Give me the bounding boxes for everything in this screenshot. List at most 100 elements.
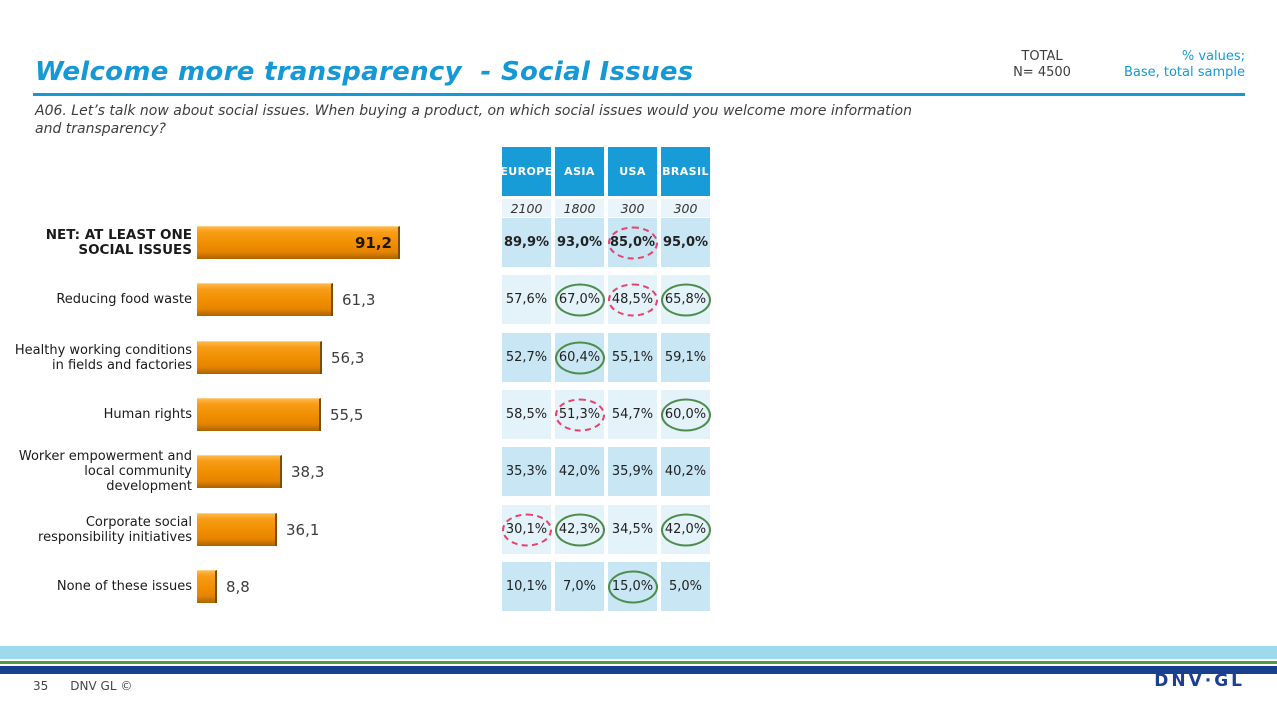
table-cell: 60,4% [554, 333, 605, 382]
bar [197, 341, 322, 374]
table-cell: 42,0% [555, 447, 604, 496]
table-cell-value: 52,7% [505, 350, 548, 365]
table-cell-value: 58,5% [505, 407, 548, 422]
bar-value: 8,8 [226, 577, 250, 596]
table-cell: 35,9% [608, 447, 657, 496]
table-cell-value: 60,4% [558, 350, 601, 365]
table-base-size: 300 [661, 199, 710, 217]
table-base-size: 2100 [502, 199, 551, 217]
page-title: Welcome more transparency - Social Issue… [35, 57, 694, 87]
table-cell-value: 65,8% [664, 292, 707, 307]
table-cell-value: 85,0% [609, 235, 656, 250]
bar: 91,2 [197, 226, 400, 259]
chart-table-row: Reducing food waste 61,3 57,6% 67,0% 48,5% 65… [0, 275, 1277, 324]
bar [197, 398, 321, 431]
table-column-header: USA [608, 147, 657, 196]
table-cell: 51,3% [554, 390, 605, 439]
table-cell: 34,5% [608, 505, 657, 554]
category-label: Healthy working conditions in fields and… [14, 342, 192, 373]
table-cell: 85,0% [607, 218, 658, 267]
table-cell: 10,1% [502, 562, 551, 611]
table-cell-value: 7,0% [562, 579, 597, 594]
table-cell: 67,0% [554, 275, 605, 324]
category-label: Worker empowerment and local community d… [18, 449, 192, 494]
values-note-line1: % values; [1181, 49, 1245, 64]
table-column-header: ASIA [555, 147, 604, 196]
table-cell-value: 34,5% [611, 522, 654, 537]
table-cell: 52,7% [502, 333, 551, 382]
chart-table-row: Healthy working conditions in fields and… [0, 333, 1277, 382]
table-cell-value: 42,3% [558, 522, 601, 537]
table-cell: 40,2% [661, 447, 710, 496]
table-column-header: BRASIL [661, 147, 710, 196]
table-cell-value: 67,0% [558, 292, 601, 307]
footer-stripe-navy [0, 666, 1277, 674]
bar [197, 455, 282, 488]
table-cell-value: 30,1% [505, 522, 548, 537]
table-cell: 65,8% [660, 275, 711, 324]
table-cell-value: 35,9% [611, 464, 654, 479]
chart-table-row: Worker empowerment and local community d… [0, 447, 1277, 496]
bar-value: 56,3 [331, 348, 365, 367]
table-cell-value: 35,3% [505, 464, 548, 479]
chart-table-row: NET: AT LEAST ONE SOCIAL ISSUES 91,2 89,9%… [0, 218, 1277, 267]
bar-value: 61,3 [342, 290, 376, 309]
footer-left: 35 DNV GL © [33, 679, 132, 693]
chart-table-row: None of these issues 8,8 10,1% 7,0% 15,0% 5,0… [0, 562, 1277, 611]
bar-value: 36,1 [286, 520, 320, 539]
table-base-size: 300 [608, 199, 657, 217]
footer-stripe-lightblue [0, 646, 1277, 659]
table-cell: 57,6% [502, 275, 551, 324]
dnv-gl-logo: DNV·GL [1154, 671, 1245, 691]
table-cell: 7,0% [555, 562, 604, 611]
category-label: Corporate social responsibility initiati… [38, 514, 192, 545]
table-cell-value: 40,2% [664, 464, 707, 479]
total-base-note: TOTAL N= 4500 [1000, 49, 1084, 81]
bar [197, 570, 217, 603]
bar-value: 55,5 [330, 405, 364, 424]
table-cell: 93,0% [555, 218, 604, 267]
copyright: DNV GL © [70, 679, 133, 693]
footer-stripe-green [0, 661, 1277, 664]
values-note: % values; Base, total sample [1095, 49, 1245, 81]
total-base-value: N= 4500 [1013, 65, 1071, 80]
table-cell-value: 5,0% [668, 579, 703, 594]
table-cell: 30,1% [501, 505, 552, 554]
table-cell-value: 89,9% [503, 235, 550, 250]
table-cell-value: 55,1% [611, 350, 654, 365]
table-cell: 35,3% [502, 447, 551, 496]
table-cell: 48,5% [607, 275, 658, 324]
title-underline [33, 93, 1245, 96]
table-cell-value: 10,1% [505, 579, 548, 594]
table-cell-value: 57,6% [505, 292, 548, 307]
values-note-line2: Base, total sample [1123, 65, 1245, 80]
table-cell-value: 51,3% [558, 407, 601, 422]
category-label: Human rights [103, 407, 192, 422]
table-cell: 54,7% [608, 390, 657, 439]
table-cell-value: 15,0% [611, 579, 654, 594]
bar-value: 91,2 [354, 234, 392, 252]
table-cell: 95,0% [661, 218, 710, 267]
table-cell-value: 48,5% [611, 292, 654, 307]
table-cell: 15,0% [607, 562, 658, 611]
page-number: 35 [33, 679, 49, 693]
table-cell-value: 42,0% [664, 522, 707, 537]
table-cell: 58,5% [502, 390, 551, 439]
table-cell-value: 93,0% [556, 235, 603, 250]
table-cell-value: 42,0% [558, 464, 601, 479]
table-cell: 89,9% [502, 218, 551, 267]
bar [197, 513, 277, 546]
total-label: TOTAL [1021, 49, 1063, 64]
chart-table-row: Corporate social responsibility initiati… [0, 505, 1277, 554]
table-cell: 42,0% [660, 505, 711, 554]
table-base-size: 1800 [555, 199, 604, 217]
table-cell-value: 54,7% [611, 407, 654, 422]
table-cell: 59,1% [661, 333, 710, 382]
table-cell: 55,1% [608, 333, 657, 382]
chart-table-row: Human rights 55,5 58,5% 51,3% 54,7% 60,0% [0, 390, 1277, 439]
table-cell: 60,0% [660, 390, 711, 439]
survey-question: A06. Let’s talk now about social issues.… [35, 103, 912, 137]
bar [197, 283, 333, 316]
table-cell-value: 59,1% [664, 350, 707, 365]
